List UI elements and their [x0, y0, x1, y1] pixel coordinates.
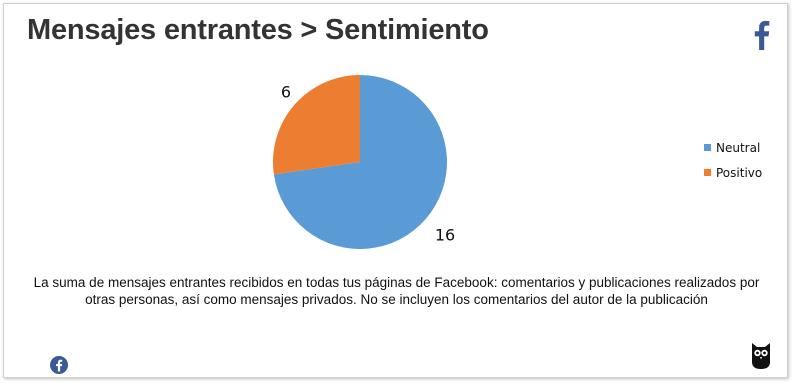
page-title: Mensajes entrantes > Sentimiento — [27, 14, 489, 46]
legend-label-positive: Positivo — [716, 166, 762, 180]
pie-slice-positivo — [273, 75, 360, 175]
pie-data-labels: 16 6 — [281, 83, 455, 245]
pie-data-label-positivo: 6 — [281, 83, 291, 102]
pie-slices — [273, 75, 448, 249]
legend: Neutral Positivo — [704, 141, 762, 180]
chart-description: La suma de mensajes entrantes recibidos … — [33, 275, 760, 307]
pie-slice-neutral — [273, 75, 448, 249]
report-card: Mensajes entrantes > Sentimiento 16 6 Neu… — [3, 3, 788, 378]
legend-swatch-neutral — [704, 144, 711, 151]
facebook-f-icon — [754, 20, 770, 50]
hootsuite-owl-icon — [752, 343, 770, 369]
legend-swatch-positive — [704, 169, 711, 176]
pie-data-label-neutral: 16 — [435, 226, 455, 245]
pie-chart: 16 6 Neutral Positivo — [273, 75, 762, 249]
legend-label-neutral: Neutral — [716, 141, 760, 155]
facebook-circle-icon — [50, 356, 68, 374]
